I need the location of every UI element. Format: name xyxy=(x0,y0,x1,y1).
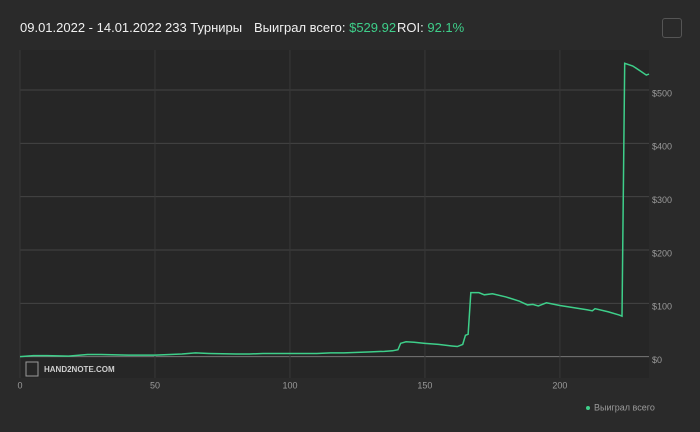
logo xyxy=(25,361,39,377)
y-tick-label: $0 xyxy=(652,355,662,365)
date-range: 09.01.2022 - 14.01.2022 xyxy=(20,20,162,35)
series-line xyxy=(19,62,650,358)
tournaments: 233 Турниры xyxy=(165,20,243,35)
y-tick-label: $300 xyxy=(652,195,672,205)
roi-label: ROI: xyxy=(397,20,424,35)
legend-label: Выиграл всего xyxy=(594,402,655,412)
x-tick-label: 0 xyxy=(17,380,22,390)
won: Выиграл всего: $529.92 xyxy=(254,20,396,35)
y-tick-label: $500 xyxy=(652,88,672,98)
plot-area xyxy=(20,50,649,378)
won-value: $529.92 xyxy=(349,20,397,35)
roi-value: 92.1% xyxy=(427,20,465,35)
legend-dot xyxy=(586,406,590,410)
x-tick-label: 150 xyxy=(417,380,432,390)
x-tick-label: 50 xyxy=(150,380,160,390)
x-tick-label: 200 xyxy=(552,380,567,390)
y-tick-label: $200 xyxy=(652,248,672,258)
y-tick-label: $100 xyxy=(652,302,672,312)
won-label: Выиграл всего: xyxy=(254,20,346,35)
settings-button[interactable] xyxy=(662,18,682,38)
watermark: HAND2NOTE.COM xyxy=(44,365,115,374)
x-tick-label: 100 xyxy=(282,380,297,390)
roi: ROI: 92.1% xyxy=(397,20,464,35)
y-tick-label: $400 xyxy=(652,142,672,152)
